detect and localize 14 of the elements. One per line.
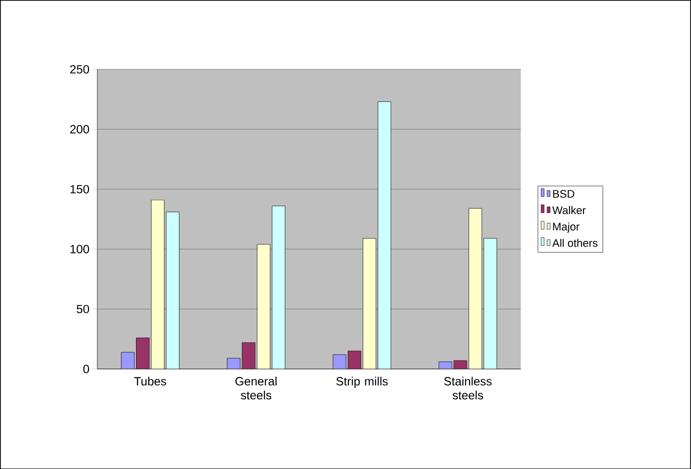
y-tick-label: 150	[70, 184, 90, 194]
y-tick-label: 0	[83, 364, 90, 374]
legend-label: BSD	[553, 190, 574, 198]
legend-label: Walker	[552, 206, 586, 214]
legend-label: Major	[553, 222, 580, 233]
y-tick-label: 50	[76, 304, 90, 314]
x-tick-label: Tubes	[134, 376, 166, 386]
x-tick-label: Strip mills	[336, 376, 388, 388]
legend-label: All others	[552, 238, 598, 247]
y-tick-label: 200	[70, 124, 90, 134]
x-tick-label: Stainless steels	[444, 376, 492, 400]
y-tick-label: 250	[70, 64, 90, 74]
x-tick-label: General steels	[235, 376, 277, 400]
y-tick-label: 100	[70, 244, 90, 254]
